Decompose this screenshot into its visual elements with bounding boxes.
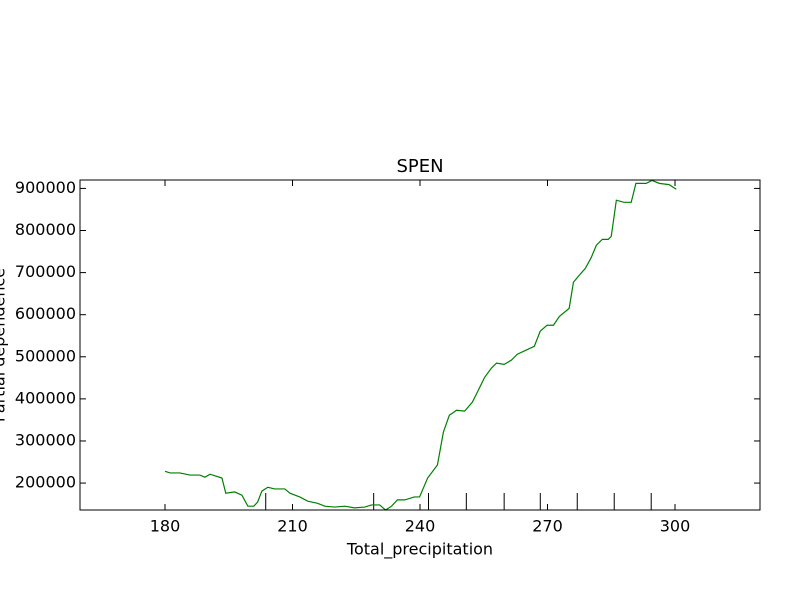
x-tick-label: 300 <box>660 517 691 536</box>
y-tick-label: 800000 <box>15 220 76 239</box>
data-line <box>164 179 677 511</box>
x-tick-label: 180 <box>150 517 181 536</box>
x-tick-label: 270 <box>532 517 563 536</box>
y-tick-label: 900000 <box>15 178 76 197</box>
chart-title: SPEN <box>396 156 443 177</box>
x-tick-label: 210 <box>277 517 308 536</box>
y-tick-label: 200000 <box>15 473 76 492</box>
x-tick-label: 240 <box>405 517 436 536</box>
y-axis-label: Partial dependence <box>0 268 9 422</box>
y-tick-label: 500000 <box>15 346 76 365</box>
y-tick-label: 300000 <box>15 430 76 449</box>
x-axis-label: Total_precipitation <box>346 540 493 560</box>
y-tick-label: 600000 <box>15 304 76 323</box>
plot-frame <box>79 179 761 511</box>
y-tick-label: 700000 <box>15 262 76 281</box>
y-tick-label: 400000 <box>15 388 76 407</box>
